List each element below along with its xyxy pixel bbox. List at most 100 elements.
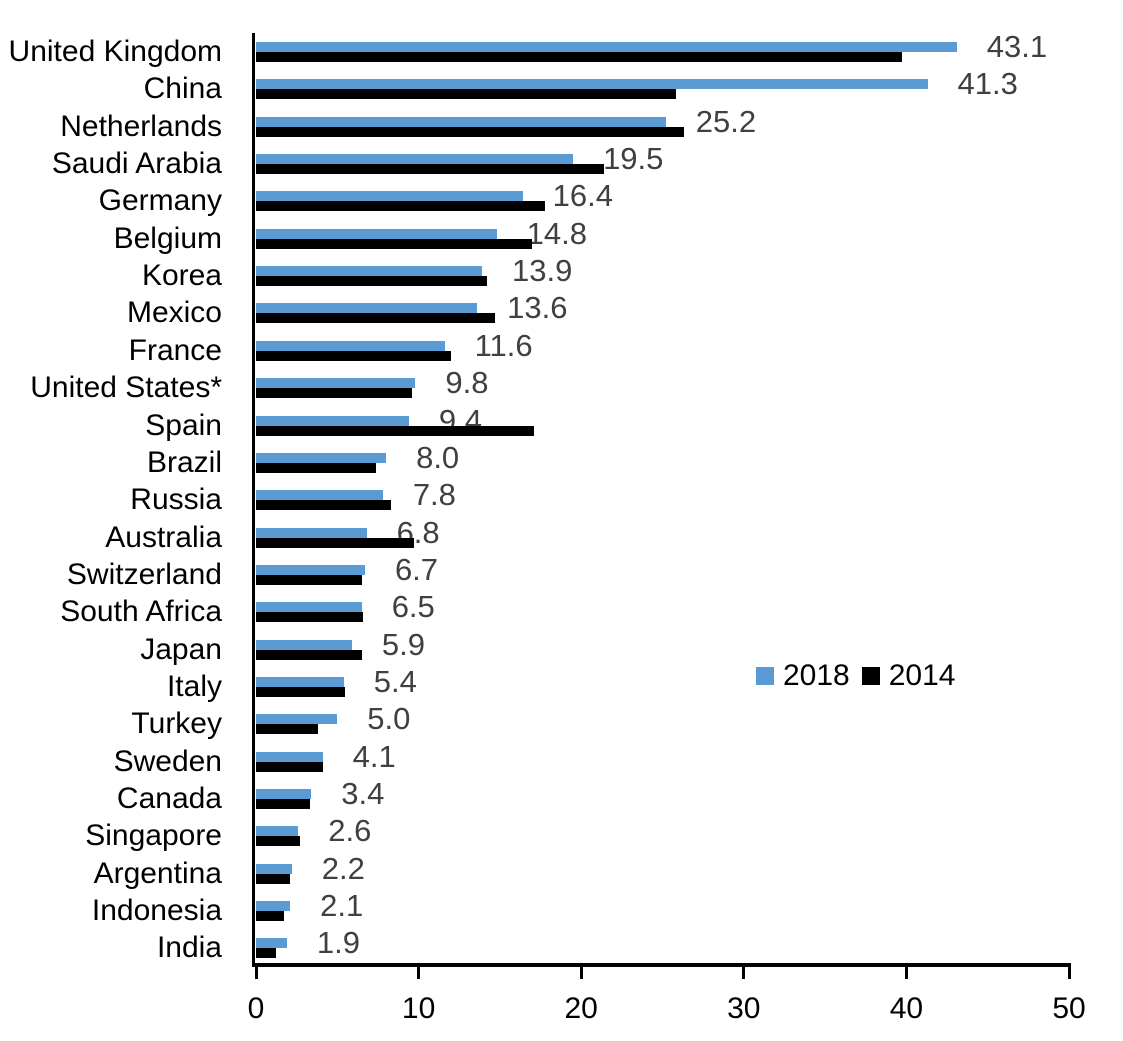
value-label: 7.8 — [412, 477, 456, 513]
bar-2018 — [256, 564, 365, 575]
value-label: 41.3 — [957, 66, 1018, 102]
chart-legend: 2018 2014 — [756, 660, 956, 692]
x-axis-tick — [254, 965, 258, 979]
bar-2014 — [256, 164, 604, 175]
bar-2018 — [256, 340, 445, 351]
bar-2018 — [256, 863, 292, 874]
bar-2018 — [256, 191, 523, 202]
bar-2014 — [256, 612, 364, 623]
bar-2014 — [256, 574, 362, 585]
value-label: 1.9 — [316, 925, 360, 961]
bar-2018 — [256, 751, 323, 762]
bar-2014 — [256, 873, 291, 884]
x-axis-tick — [417, 965, 421, 979]
x-axis-tick — [1067, 965, 1071, 979]
bar-2014 — [256, 649, 362, 660]
value-label: 13.9 — [512, 253, 573, 289]
bar-2014 — [256, 313, 496, 324]
category-label: Turkey — [131, 707, 222, 741]
x-axis-tick-label: 40 — [889, 992, 924, 1025]
value-label: 11.6 — [474, 327, 533, 363]
category-label: China — [143, 72, 222, 106]
category-label: Sweden — [113, 744, 222, 778]
bar-2018 — [256, 228, 497, 239]
category-label: Italy — [166, 669, 222, 703]
bar-2014 — [256, 126, 684, 137]
bar-2018 — [256, 303, 478, 314]
bar-2018 — [256, 527, 367, 538]
x-axis-tick-label: 50 — [1052, 992, 1086, 1025]
value-label: 5.0 — [367, 701, 411, 737]
x-axis-tick — [579, 965, 583, 979]
x-axis-tick-label: 10 — [401, 992, 436, 1025]
bar-2018 — [256, 826, 299, 837]
bar-2018 — [256, 378, 416, 389]
category-label: Canada — [116, 782, 222, 815]
value-label: 8.0 — [416, 439, 460, 475]
x-axis-tick — [742, 965, 746, 979]
bar-2014 — [256, 724, 318, 735]
bar-2014 — [256, 350, 452, 361]
value-label: 25.2 — [695, 103, 757, 139]
category-label: Brazil — [146, 445, 222, 479]
bar-2018 — [256, 938, 287, 949]
category-label: Indonesia — [91, 894, 222, 928]
category-label: Australia — [105, 520, 222, 554]
category-label: Switzerland — [66, 557, 222, 591]
legend-label-2018: 2018 — [783, 659, 850, 692]
bar-2014 — [256, 911, 284, 922]
bar-2018 — [256, 490, 383, 501]
value-label: 2.6 — [328, 813, 372, 849]
category-label: South Africa — [60, 595, 222, 629]
bar-2014 — [256, 500, 391, 511]
bar-2018 — [256, 116, 666, 127]
bar-2014 — [256, 686, 346, 697]
value-label: 6.5 — [391, 589, 435, 625]
category-label: Saudi Arabia — [51, 147, 222, 181]
value-label: 5.4 — [373, 663, 417, 699]
bar-2018 — [256, 901, 291, 912]
category-label: Russia — [130, 483, 222, 517]
value-label: 19.5 — [603, 141, 664, 177]
bar-2018 — [256, 602, 362, 613]
x-axis-tick — [904, 965, 908, 979]
category-label: India — [156, 931, 222, 965]
category-label: United States* — [30, 371, 222, 405]
x-axis-line — [252, 963, 1071, 967]
category-label: Mexico — [126, 296, 222, 330]
value-label: 16.4 — [552, 178, 613, 214]
bar-2018 — [256, 42, 957, 52]
value-label: 6.7 — [394, 551, 439, 587]
value-label: 14.8 — [526, 215, 587, 251]
legend-swatch-2014-icon — [861, 667, 880, 685]
category-label: Belgium — [113, 221, 222, 255]
bar-2018 — [256, 789, 312, 799]
value-label: 13.6 — [507, 290, 568, 326]
category-label: Japan — [140, 632, 222, 666]
y-axis-line — [252, 33, 255, 966]
category-label: Korea — [141, 259, 222, 293]
value-label: 2.1 — [320, 888, 364, 924]
category-label: United Kingdom — [8, 35, 222, 68]
value-label: 4.1 — [352, 738, 396, 774]
bar-2014 — [256, 425, 535, 436]
legend-item-2018: 2018 — [756, 660, 850, 692]
bar-2014 — [256, 89, 676, 100]
category-label: Spain — [145, 408, 222, 442]
bar-2018 — [256, 676, 344, 687]
bar-2014 — [256, 52, 902, 62]
category-label: Singapore — [85, 819, 222, 853]
bar-2018 — [256, 714, 338, 725]
bar-2018 — [256, 415, 409, 426]
category-label: Netherlands — [60, 109, 222, 143]
bar-2014 — [256, 201, 546, 212]
bar-2018 — [256, 154, 574, 165]
bar-2014 — [256, 836, 300, 847]
category-label: Germany — [98, 184, 222, 218]
bar-2018 — [256, 639, 352, 650]
value-label: 9.8 — [445, 365, 489, 401]
x-axis-tick-label: 30 — [727, 992, 761, 1025]
bar-2014 — [256, 238, 533, 249]
value-label: 2.2 — [321, 850, 365, 886]
legend-label-2014: 2014 — [888, 659, 956, 692]
